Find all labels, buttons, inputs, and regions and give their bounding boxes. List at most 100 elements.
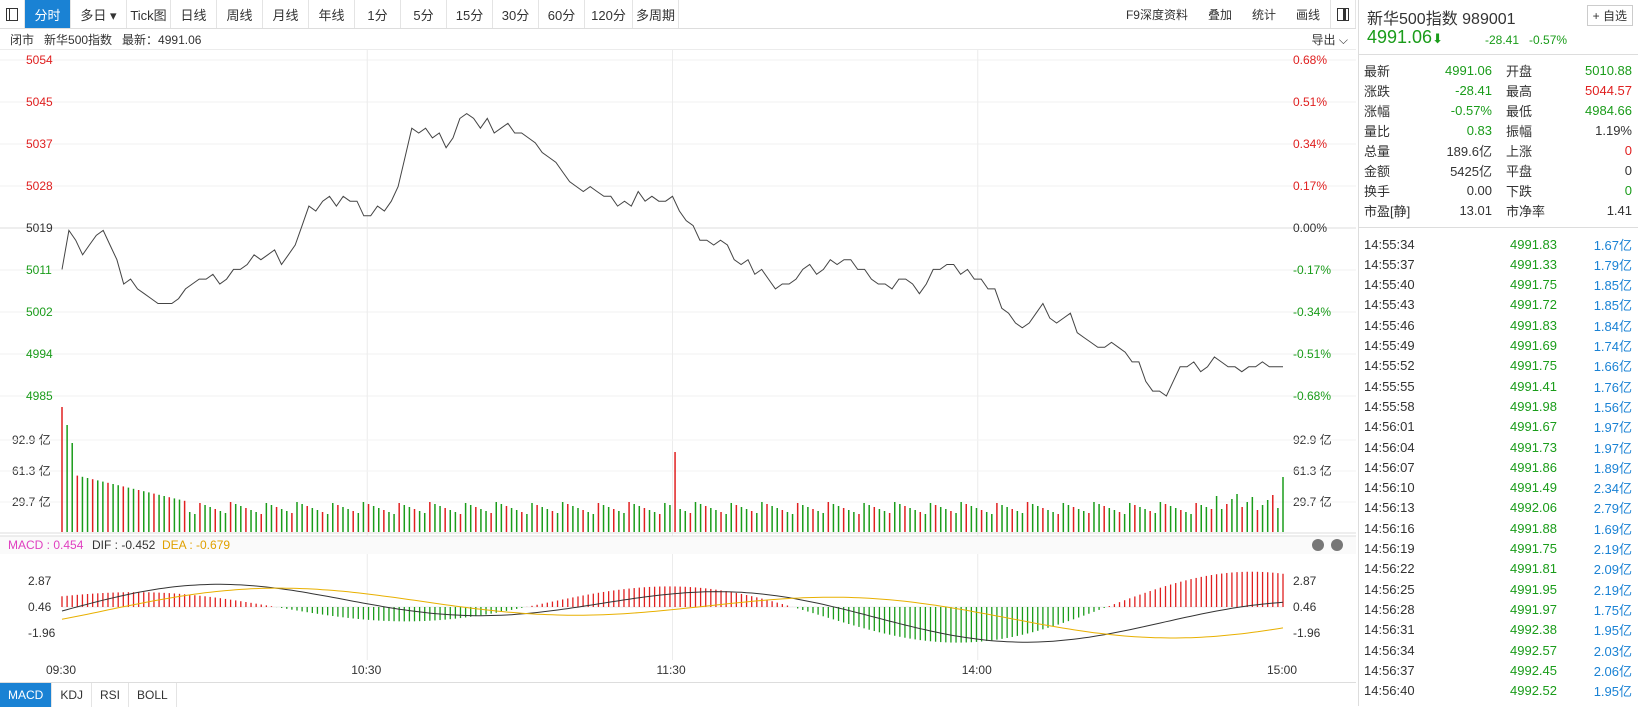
tick-time: 14:56:01 [1364, 419, 1415, 435]
tick-time: 14:56:19 [1364, 541, 1415, 556]
tick-price: 4992.45 [1510, 662, 1557, 678]
tick-time: 14:56:13 [1364, 500, 1415, 516]
period-tab-5[interactable]: 月线 [263, 0, 309, 28]
tick-price: 4991.75 [1510, 277, 1557, 293]
quote-label: 金额 [1364, 163, 1391, 179]
tick-row: 14:55:43 4991.72 1.85亿 [1364, 295, 1632, 315]
toolbar-action-1[interactable]: 叠加 [1207, 7, 1232, 22]
tick-price: 4992.06 [1510, 500, 1557, 516]
period-tab-6[interactable]: 年线 [309, 0, 355, 28]
tick-time: 14:56:10 [1364, 480, 1415, 496]
tick-time: 14:56:07 [1364, 459, 1415, 475]
toolbar-actions: F9深度资料 叠加 统计 画线 [1116, 0, 1330, 28]
period-tab-11[interactable]: 60分 [539, 0, 585, 28]
period-tab-4[interactable]: 周线 [217, 0, 263, 28]
tick-row: 14:55:46 4991.83 1.84亿 [1364, 315, 1632, 335]
tick-volume: 1.56亿 [1593, 399, 1632, 415]
toolbar-action-3[interactable]: 画线 [1295, 7, 1320, 22]
tick-price: 4991.81 [1510, 561, 1557, 577]
quote-value: 13.01 [1459, 202, 1492, 218]
intraday-chart[interactable]: 5054 0.68% 5045 0.51% 5037 0.34% 5028 0.17% 5019… [0, 0, 1356, 706]
price-line [61, 112, 1283, 397]
quote-label: 总量 [1364, 143, 1391, 159]
tick-row: 14:56:40 4992.52 1.95亿 [1364, 681, 1632, 701]
tick-row: 14:55:40 4991.75 1.85亿 [1364, 275, 1632, 295]
tick-volume: 1.74亿 [1593, 339, 1632, 354]
period-toolbar: 分时 多日 ▾ Tick图 日线 周线 月线 年线 1分 5分 15分 30分 60分 120分 多周期 … [0, 0, 1356, 29]
period-tab-3[interactable]: 日线 [171, 0, 217, 28]
tick-volume: 1.85亿 [1593, 298, 1632, 314]
indicator-tab-boll[interactable]: BOLL [129, 683, 177, 707]
period-tab-10[interactable]: 30分 [493, 0, 539, 28]
quote-value: 0.00 [1466, 182, 1492, 198]
quote-label: 最低 [1506, 103, 1533, 119]
price-axis-label: 5019 [26, 221, 53, 235]
toolbar-action-0[interactable]: F9深度资料 [1125, 7, 1188, 22]
quote-table: 最新 4991.06 开盘 5010.88 涨跌 -28.41 最高 5044.57 涨幅 -0.… [1364, 60, 1632, 220]
tick-row: 14:55:58 4991.98 1.56亿 [1364, 396, 1632, 416]
pct-axis-label: 0.68% [1293, 53, 1327, 67]
tick-row: 14:55:55 4991.41 1.76亿 [1364, 376, 1632, 396]
quote-row: 市盈[静] 13.01 市净率 1.41 [1364, 200, 1632, 220]
tick-time: 14:56:34 [1364, 642, 1415, 658]
tick-time: 14:56:16 [1364, 520, 1415, 536]
period-tabs: 分时 多日 ▾ Tick图 日线 周线 月线 年线 1分 5分 15分 30分 60分 120分 多周期 [25, 0, 679, 28]
period-tab-1[interactable]: 多日 ▾ [71, 0, 127, 28]
quote-value: -0.57% [1450, 102, 1492, 118]
quote-label: 涨跌 [1364, 83, 1391, 99]
tick-price: 4991.98 [1510, 398, 1557, 414]
tick-row: 14:56:22 4991.81 2.09亿 [1364, 559, 1632, 579]
quote-label: 最新 [1364, 63, 1391, 79]
tick-volume: 1.66亿 [1593, 359, 1632, 375]
period-tab-7[interactable]: 1分 [355, 0, 401, 28]
export-button[interactable]: 导出 ⌵ [1311, 33, 1348, 47]
tick-volume: 2.79亿 [1593, 501, 1632, 517]
tick-price: 4991.41 [1510, 378, 1557, 394]
price-axis-label: 5011 [26, 263, 52, 277]
period-tab-13[interactable]: 多周期 [633, 0, 679, 28]
tick-row: 14:55:49 4991.69 1.74亿 [1364, 336, 1632, 356]
tick-price: 4991.33 [1510, 256, 1557, 272]
tick-price: 4991.83 [1510, 317, 1557, 333]
tick-volume: 1.76亿 [1593, 379, 1632, 395]
quote-value: 5010.88 [1585, 62, 1632, 78]
macd-axis-label: 0.46 [1293, 600, 1317, 614]
tick-volume: 1.67亿 [1593, 237, 1632, 253]
quote-value: 0 [1624, 142, 1632, 158]
tick-price: 4991.95 [1510, 581, 1557, 597]
quote-value: 0.83 [1466, 122, 1492, 138]
indicator-tab-rsi[interactable]: RSI [92, 683, 130, 707]
pct-axis-label: 0.00% [1293, 221, 1327, 235]
tick-time: 14:55:37 [1364, 256, 1415, 272]
period-tab-9[interactable]: 15分 [447, 0, 493, 28]
tick-volume: 1.79亿 [1593, 257, 1632, 273]
tick-row: 14:55:52 4991.75 1.66亿 [1364, 356, 1632, 376]
tick-price: 4991.49 [1510, 480, 1557, 496]
time-axis-label: 09:30 [46, 663, 76, 677]
tick-volume: 2.09亿 [1593, 562, 1632, 578]
price-axis-label: 5045 [26, 95, 53, 109]
tick-price: 4991.75 [1510, 358, 1557, 374]
quote-label: 量比 [1364, 123, 1391, 139]
price-axis-label: 4994 [26, 347, 53, 361]
right-panel-toggle-icon[interactable] [1330, 0, 1356, 28]
tick-row: 14:56:04 4991.73 1.97亿 [1364, 437, 1632, 457]
add-watchlist-button[interactable]: + 自选 [1586, 5, 1633, 26]
toolbar-action-2[interactable]: 统计 [1251, 7, 1276, 22]
pct-axis-label: 0.51% [1293, 95, 1327, 109]
pct-axis-label: 0.17% [1293, 179, 1327, 193]
tick-row: 14:56:16 4991.88 1.69亿 [1364, 518, 1632, 538]
tick-row: 14:56:25 4991.95 2.19亿 [1364, 579, 1632, 599]
period-tab-8[interactable]: 5分 [401, 0, 447, 28]
period-tab-2[interactable]: Tick图 [127, 0, 171, 28]
indicator-tab-macd[interactable]: MACD [0, 683, 53, 707]
indicator-tab-kdj[interactable]: KDJ [52, 683, 93, 707]
time-axis-label: 10:30 [351, 663, 381, 677]
period-tab-12[interactable]: 120分 [585, 0, 633, 28]
macd-axis-label: 2.87 [1293, 574, 1317, 588]
period-tab-0[interactable]: 分时 [25, 0, 71, 28]
pct-axis-label: -0.34% [1293, 305, 1331, 319]
left-panel-toggle-icon[interactable] [0, 0, 25, 28]
tick-row: 14:56:13 4992.06 2.79亿 [1364, 498, 1632, 518]
tick-time: 14:55:55 [1364, 378, 1415, 394]
